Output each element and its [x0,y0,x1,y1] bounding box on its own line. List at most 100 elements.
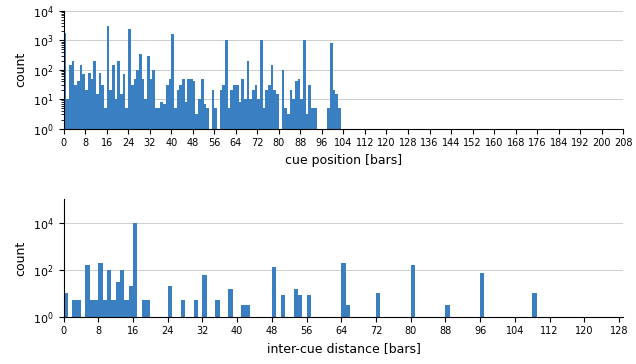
Bar [163,317,168,364]
Bar [139,54,142,364]
Bar [511,317,515,364]
Bar [252,90,254,364]
Bar [523,317,528,364]
Bar [280,296,285,364]
Bar [519,317,523,364]
Bar [282,70,284,364]
Bar [437,317,441,364]
Bar [171,34,174,364]
Bar [212,90,214,364]
Bar [385,317,389,364]
Bar [214,108,217,364]
Bar [109,90,112,364]
Bar [254,85,258,364]
Bar [147,56,149,364]
Bar [328,108,330,364]
Bar [350,317,354,364]
Bar [445,305,450,364]
Bar [182,79,184,364]
Bar [76,300,81,364]
Bar [99,72,101,364]
Bar [238,102,241,364]
Bar [419,317,424,364]
Bar [493,317,497,364]
Bar [619,317,623,364]
Bar [72,61,74,364]
Bar [415,317,419,364]
Bar [406,317,411,364]
Bar [571,317,576,364]
Bar [223,85,225,364]
Bar [314,108,317,364]
Bar [324,317,328,364]
Bar [204,104,206,364]
Bar [202,275,207,364]
Bar [172,317,176,364]
Bar [146,300,150,364]
Bar [450,317,454,364]
Bar [68,317,73,364]
Bar [150,317,155,364]
Bar [562,317,567,364]
Bar [506,317,511,364]
Bar [206,108,209,364]
Bar [64,293,68,364]
Bar [211,317,216,364]
Bar [166,85,169,364]
Bar [303,40,306,364]
Bar [120,94,123,364]
Bar [588,317,593,364]
Bar [153,70,155,364]
Bar [118,61,120,364]
Bar [144,99,147,364]
Bar [236,85,238,364]
Bar [289,90,293,364]
Bar [432,317,437,364]
Bar [224,317,228,364]
Bar [371,317,376,364]
Bar [254,317,259,364]
Bar [476,317,480,364]
Bar [554,317,558,364]
Bar [328,317,333,364]
Y-axis label: count: count [15,52,27,87]
Bar [330,43,333,364]
Bar [380,317,385,364]
Bar [123,74,125,364]
X-axis label: inter-cue distance [bars]: inter-cue distance [bars] [266,342,420,355]
Bar [279,128,282,364]
Bar [611,317,614,364]
Bar [137,317,142,364]
Bar [244,99,247,364]
Bar [263,108,265,364]
Bar [114,99,118,364]
Bar [249,99,252,364]
Bar [319,128,322,364]
Bar [463,317,467,364]
Bar [333,90,335,364]
Bar [597,317,602,364]
Bar [112,64,114,364]
Bar [188,79,190,364]
Bar [102,300,107,364]
Bar [393,317,398,364]
Bar [567,317,571,364]
Bar [459,317,463,364]
Bar [300,99,303,364]
Bar [341,128,343,364]
Bar [181,300,185,364]
Bar [298,79,300,364]
Bar [258,99,260,364]
Bar [250,317,254,364]
Bar [168,286,172,364]
Bar [532,293,537,364]
Bar [230,90,233,364]
Bar [163,104,166,364]
Bar [289,317,294,364]
Bar [333,317,337,364]
Bar [247,61,249,364]
Bar [368,317,371,364]
Bar [273,90,276,364]
Bar [73,300,76,364]
Bar [298,296,302,364]
